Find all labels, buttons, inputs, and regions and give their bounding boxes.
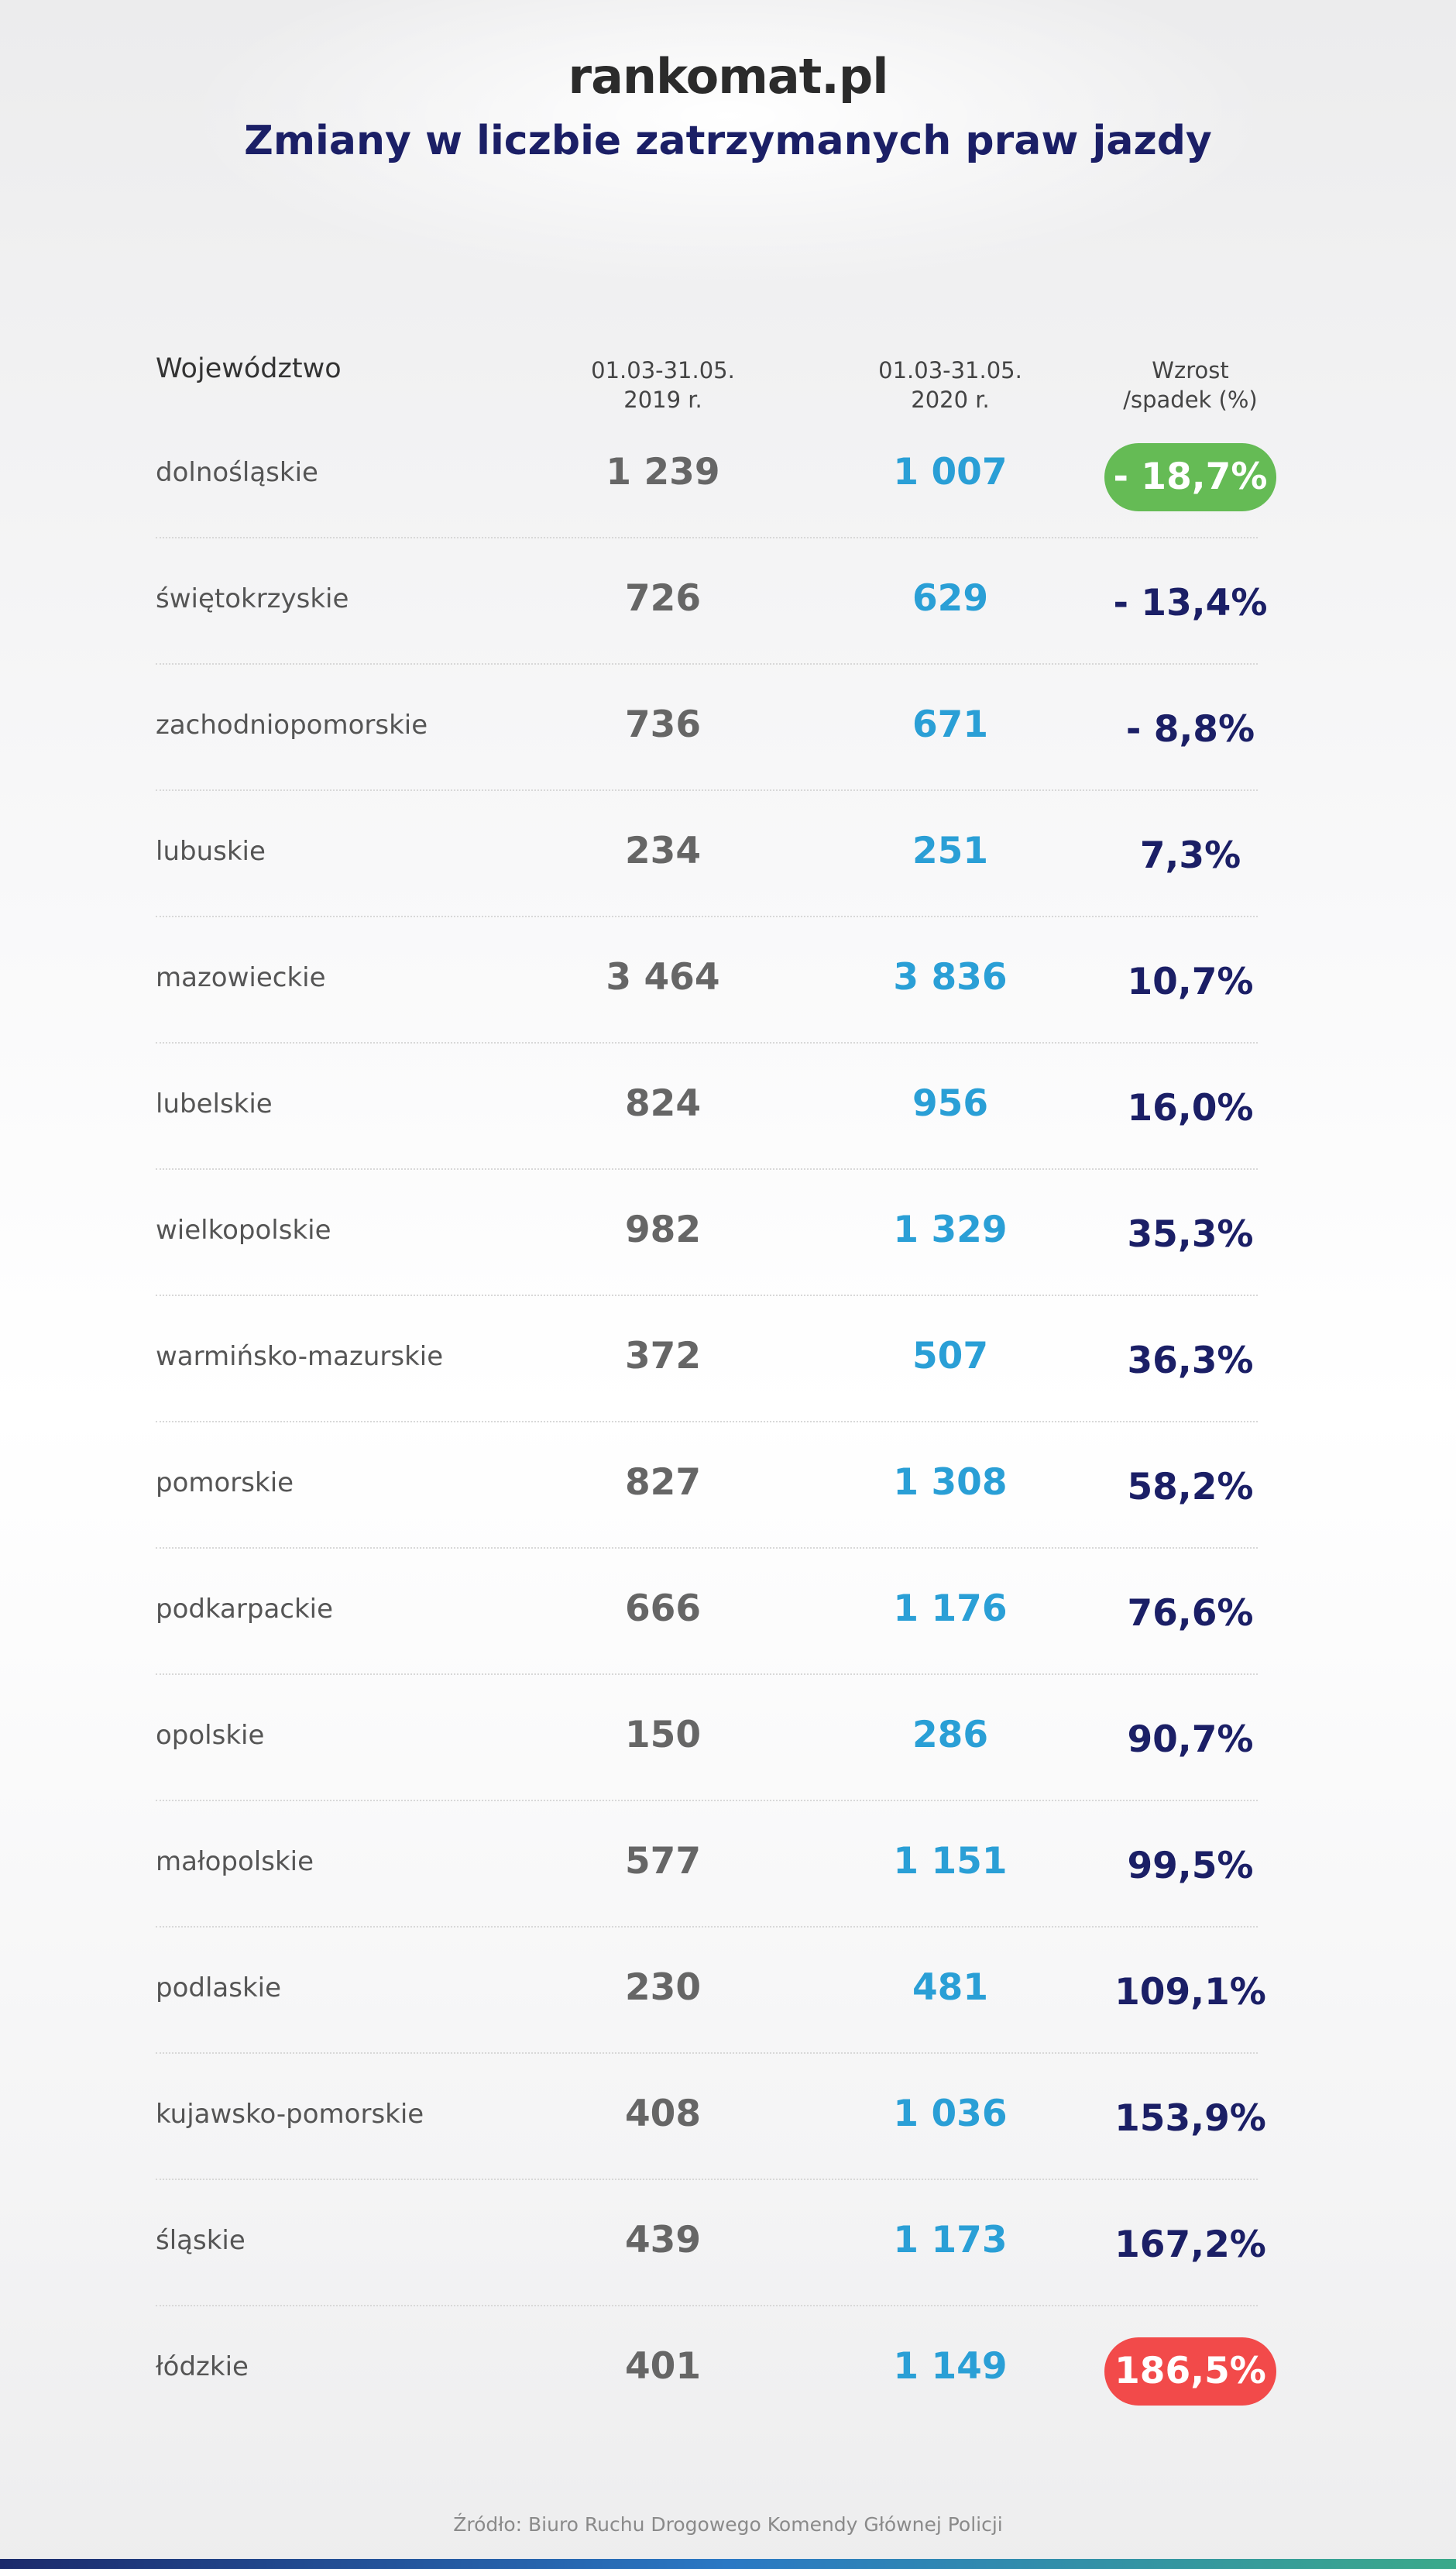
region-name: zachodniopomorskie	[156, 710, 428, 741]
value-2020: 1 007	[893, 451, 1008, 494]
value-2020: 1 329	[893, 1209, 1008, 1251]
change-percent: 7,3%	[1139, 834, 1241, 877]
change-percent: 10,7%	[1127, 961, 1254, 1003]
change-percent: - 8,8%	[1125, 708, 1255, 751]
table-row: dolnośląskie 1 239 1 007 - 18,7%	[0, 412, 1456, 538]
region-name: łódzkie	[156, 2351, 249, 2382]
change-percent: 109,1%	[1114, 1971, 1266, 2014]
value-2020: 3 836	[893, 956, 1008, 999]
value-2019: 150	[624, 1714, 702, 1756]
region-name: lubuskie	[156, 836, 266, 867]
table-row: warmińsko-mazurskie 372 507 36,3%	[0, 1296, 1456, 1422]
value-2019: 726	[624, 577, 702, 620]
region-name: podkarpackie	[156, 1594, 334, 1625]
value-2020: 1 308	[893, 1461, 1008, 1504]
table-row: podlaskie 230 481 109,1%	[0, 1928, 1456, 2054]
table-row: lubelskie 824 956 16,0%	[0, 1044, 1456, 1170]
column-header: 01.03-31.05. 2019 r.	[591, 357, 735, 413]
source-note: Źródło: Biuro Ruchu Drogowego Komendy Gł…	[453, 2513, 1003, 2536]
table-row: kujawsko-pomorskie 408 1 036 153,9%	[0, 2054, 1456, 2180]
region-name: śląskie	[156, 2225, 246, 2256]
table-row: mazowieckie 3 464 3 836 10,7%	[0, 917, 1456, 1044]
change-percent: 36,3%	[1127, 1340, 1254, 1382]
region-name: warmińsko-mazurskie	[156, 1341, 444, 1372]
change-percent: - 18,7%	[1104, 443, 1276, 511]
table-row: podkarpackie 666 1 176 76,6%	[0, 1549, 1456, 1675]
table-row: lubuskie 234 251 7,3%	[0, 791, 1456, 917]
table-row: pomorskie 827 1 308 58,2%	[0, 1422, 1456, 1549]
column-header: 01.03-31.05. 2020 r.	[878, 357, 1022, 413]
region-name: małopolskie	[156, 1846, 314, 1877]
value-2020: 1 176	[893, 1587, 1008, 1630]
value-2019: 666	[624, 1587, 702, 1630]
decorative-bar	[0, 2559, 1456, 2569]
value-2019: 577	[624, 1840, 702, 1883]
value-2020: 1 173	[893, 2219, 1008, 2261]
value-2020: 956	[912, 1082, 989, 1125]
value-2019: 408	[624, 2093, 702, 2135]
region-name: kujawsko-pomorskie	[156, 2099, 424, 2130]
value-2020: 671	[912, 703, 989, 746]
value-2020: 251	[912, 830, 989, 872]
logo: rankomat.pl	[568, 48, 889, 105]
value-2020: 481	[912, 1966, 989, 2009]
table-row: świętokrzyskie 726 629 - 13,4%	[0, 538, 1456, 665]
region-name: mazowieckie	[156, 962, 326, 993]
change-percent: 186,5%	[1104, 2337, 1276, 2406]
region-name: wielkopolskie	[156, 1215, 331, 1246]
change-percent: 35,3%	[1127, 1213, 1254, 1256]
region-name: pomorskie	[156, 1467, 294, 1498]
change-percent: - 13,4%	[1113, 582, 1268, 624]
table-row: łódzkie 401 1 149 186,5%	[0, 2306, 1456, 2433]
value-2020: 507	[912, 1335, 989, 1377]
value-2019: 439	[624, 2219, 702, 2261]
value-2019: 824	[624, 1082, 702, 1125]
value-2019: 3 464	[606, 956, 720, 999]
value-2020: 629	[912, 577, 989, 620]
value-2019: 736	[624, 703, 702, 746]
value-2019: 230	[624, 1966, 702, 2009]
table-header: Województwo 01.03-31.05. 2019 r. 01.03-31.…	[0, 353, 1456, 423]
value-2020: 1 151	[893, 1840, 1008, 1883]
table-row: opolskie 150 286 90,7%	[0, 1675, 1456, 1801]
value-2020: 1 149	[893, 2345, 1008, 2388]
column-header: Województwo	[156, 353, 342, 384]
column-header: Wzrost /spadek (%)	[1123, 357, 1258, 413]
region-name: opolskie	[156, 1720, 265, 1751]
change-percent: 16,0%	[1127, 1087, 1254, 1130]
change-percent: 99,5%	[1127, 1845, 1254, 1887]
value-2019: 234	[624, 830, 702, 872]
table-row: śląskie 439 1 173 167,2%	[0, 2180, 1456, 2306]
table-row: zachodniopomorskie 736 671 - 8,8%	[0, 665, 1456, 791]
change-percent: 167,2%	[1114, 2223, 1266, 2266]
region-name: dolnośląskie	[156, 457, 318, 488]
value-2019: 827	[624, 1461, 702, 1504]
value-2019: 372	[624, 1335, 702, 1377]
value-2019: 401	[624, 2345, 702, 2388]
value-2019: 1 239	[606, 451, 720, 494]
table-row: małopolskie 577 1 151 99,5%	[0, 1801, 1456, 1928]
change-percent: 153,9%	[1114, 2097, 1266, 2140]
page-title: Zmiany w liczbie zatrzymanych praw jazdy	[244, 118, 1212, 164]
region-name: świętokrzyskie	[156, 583, 349, 614]
value-2019: 982	[624, 1209, 702, 1251]
value-2020: 1 036	[893, 2093, 1008, 2135]
change-percent: 90,7%	[1127, 1718, 1254, 1761]
region-name: lubelskie	[156, 1088, 273, 1119]
change-percent: 76,6%	[1127, 1592, 1254, 1635]
region-name: podlaskie	[156, 1972, 282, 2003]
value-2020: 286	[912, 1714, 989, 1756]
table-row: wielkopolskie 982 1 329 35,3%	[0, 1170, 1456, 1296]
change-percent: 58,2%	[1127, 1466, 1254, 1508]
